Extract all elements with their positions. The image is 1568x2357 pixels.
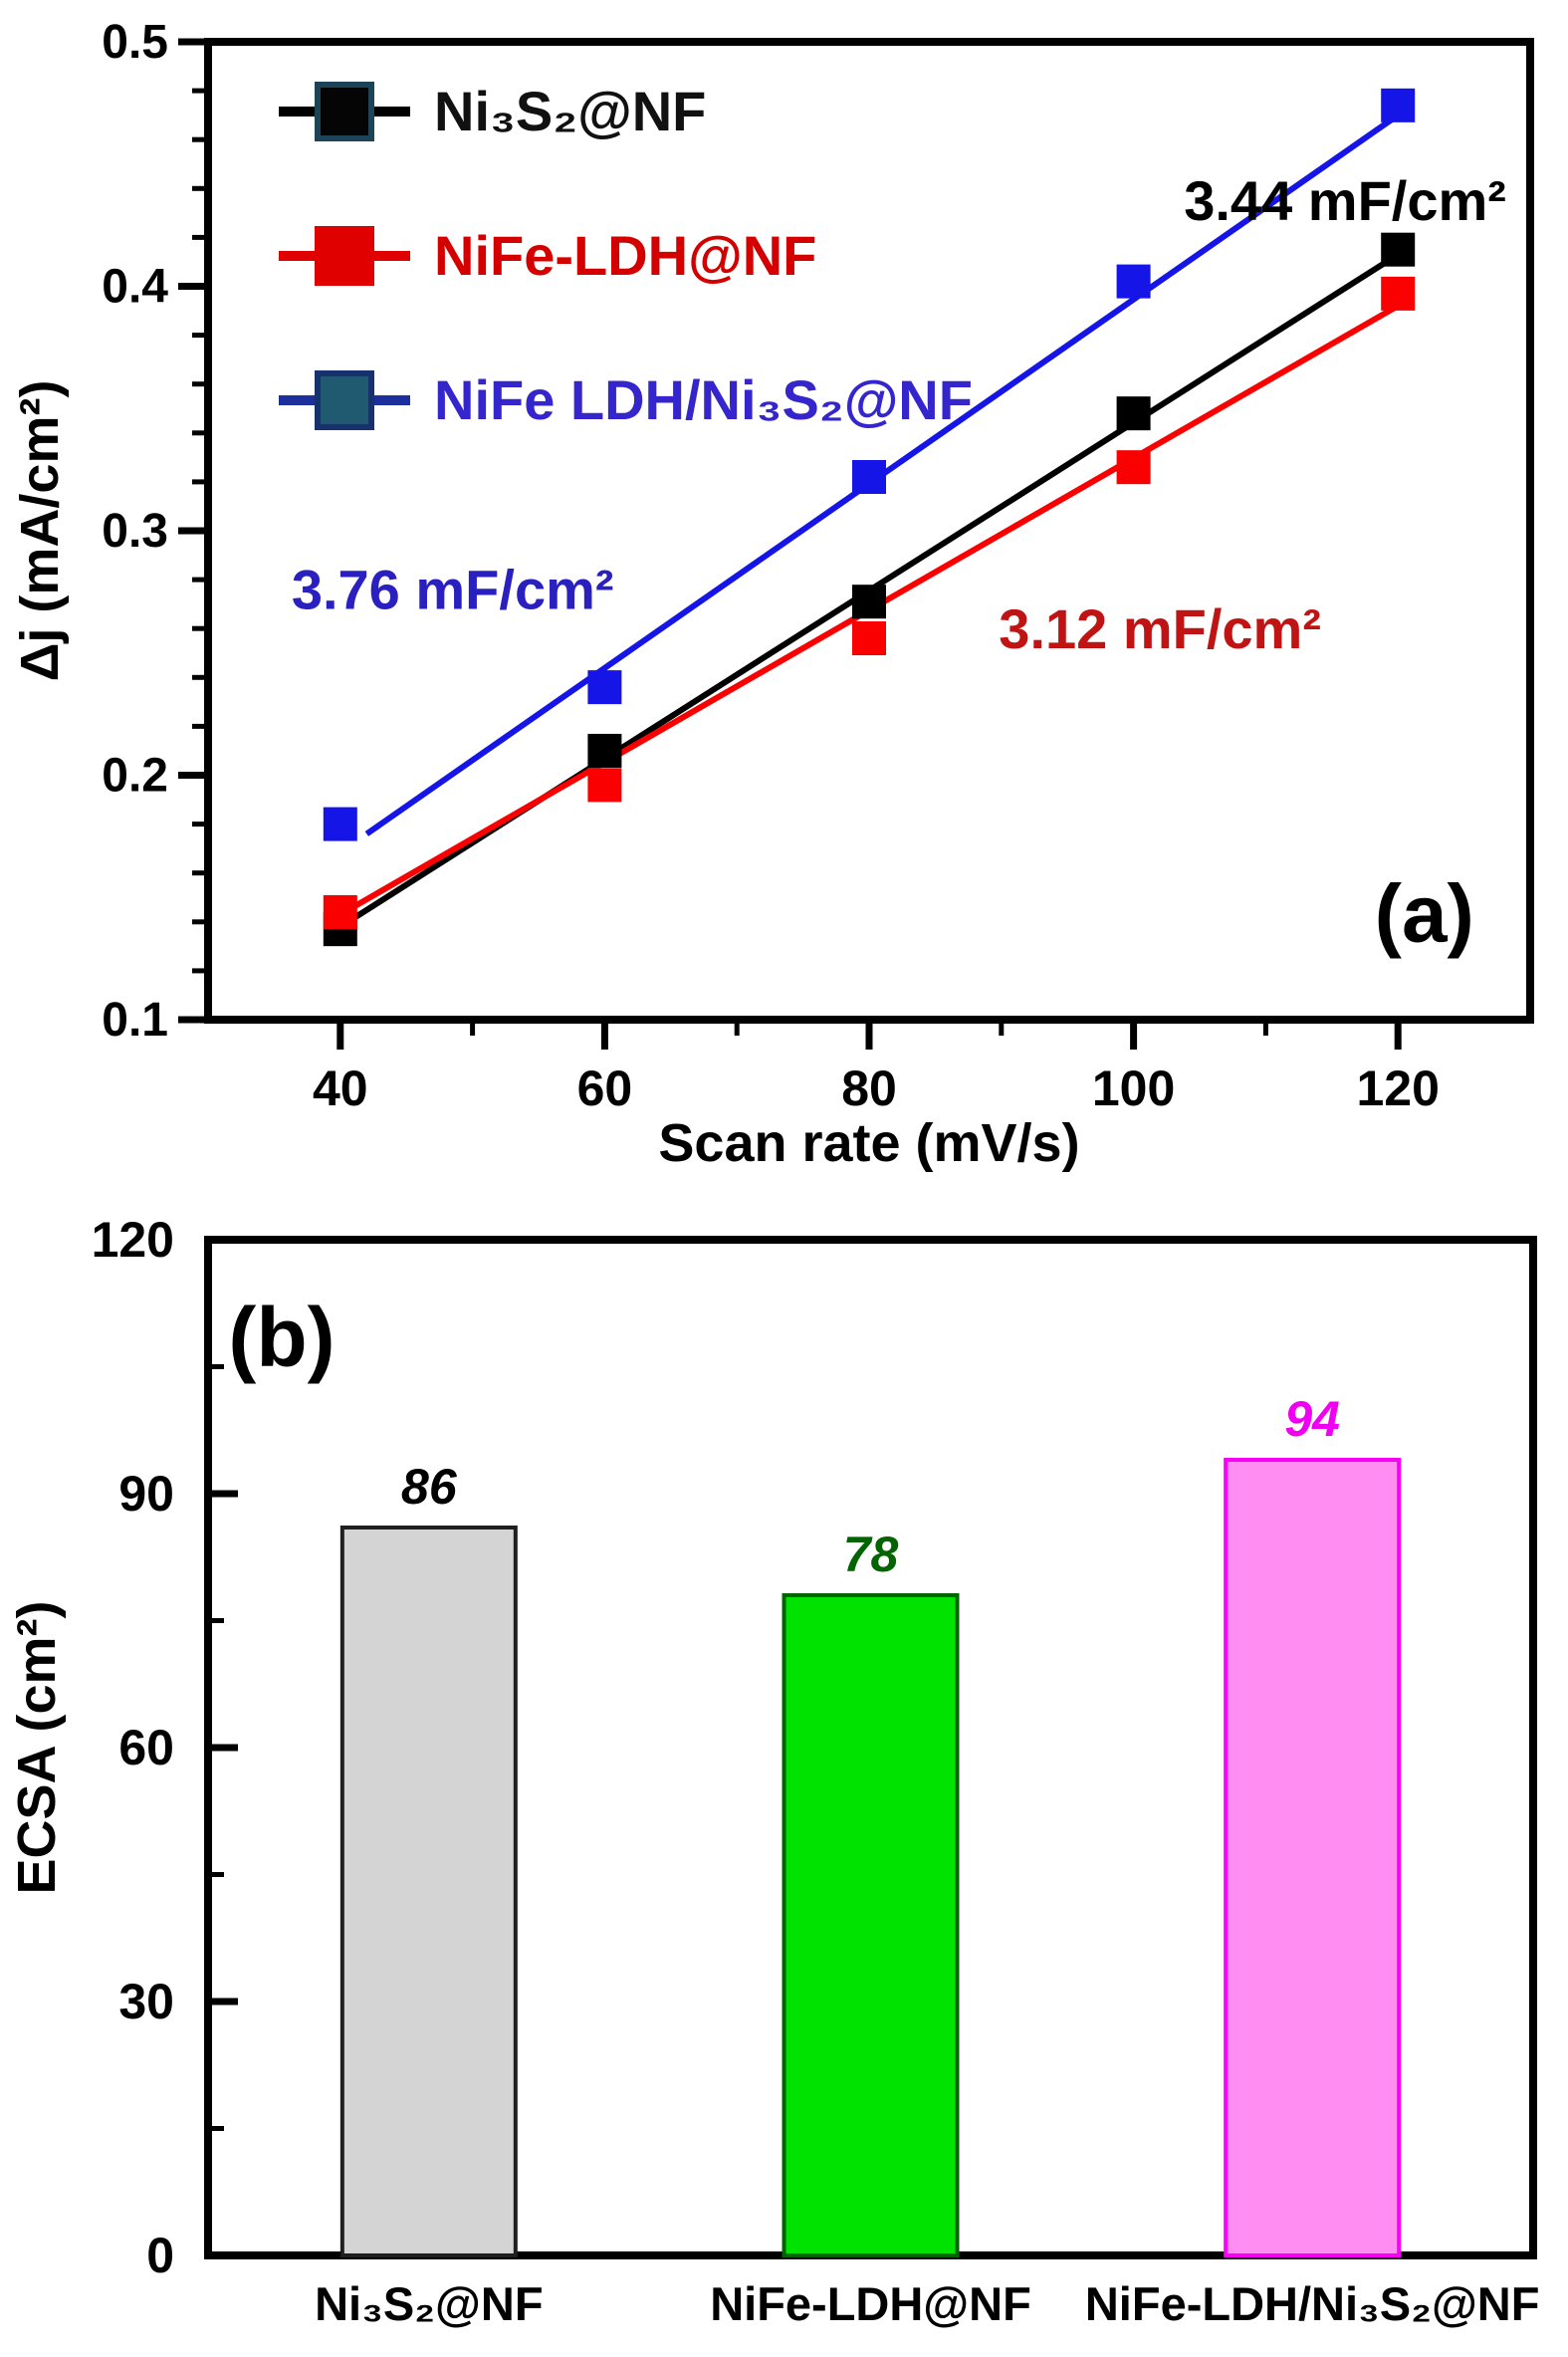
- bar-value-label: 78: [843, 1527, 899, 1582]
- bar-1: [782, 1593, 960, 2257]
- y-axis-tick-label: 0.5: [102, 16, 168, 69]
- y-axis-tick-label: 60: [118, 1720, 174, 1775]
- y-axis-title: ECSA (cm²): [7, 1600, 67, 1894]
- series-1-data-point: [1116, 450, 1151, 485]
- y-axis-tick-label: 0: [146, 2228, 174, 2283]
- y-axis-title: Δj (mA/cm²): [10, 380, 70, 682]
- x-axis-tick-label: 60: [577, 1061, 633, 1116]
- bar-0: [339, 1526, 518, 2257]
- legend-entry-label: Ni₃S₂@NF: [434, 80, 706, 142]
- series-1-data-point: [587, 768, 622, 803]
- bar-category-label: NiFe-LDH@NF: [710, 2277, 1031, 2330]
- y-axis-tick-label: 0.3: [102, 505, 168, 558]
- slope-annotation: 3.44 mF/cm²: [1184, 169, 1506, 232]
- x-axis-tick-label: 120: [1356, 1061, 1439, 1116]
- series-2-data-point: [1381, 88, 1416, 122]
- legend-marker-square: [315, 370, 374, 430]
- series-2-data-point: [323, 807, 357, 841]
- series-1-data-point: [1381, 276, 1416, 311]
- slope-annotation: 3.12 mF/cm²: [999, 597, 1321, 660]
- series-0-data-point: [587, 733, 622, 768]
- panel-a-capacitance-chart: 0.1 0.2 0.3 0.4 0.5 40 60 80 100 120 Scan rate (mV…: [10, 16, 1534, 1173]
- x-axis-tick-label: 100: [1092, 1061, 1175, 1116]
- bar-value-label: 86: [401, 1459, 458, 1515]
- slope-annotation: 3.76 mF/cm²: [292, 559, 614, 621]
- series-2-data-point: [587, 670, 622, 705]
- bar-2: [1224, 1458, 1402, 2257]
- series-0-data-point: [852, 585, 886, 619]
- bar-category-label: Ni₃S₂@NF: [315, 2277, 543, 2330]
- bar-category-label: NiFe-LDH/Ni₃S₂@NF: [1085, 2277, 1540, 2330]
- panel-b-ecsa-bar-chart: 0 30 60 90 120 ECSA (cm²) 86 Ni₃S₂@NF 78 NiFe-LDH…: [7, 1212, 1540, 2330]
- legend-marker-square: [315, 82, 374, 141]
- y-axis-tick-label: 90: [118, 1466, 174, 1522]
- series-1-data-point: [852, 621, 886, 656]
- y-axis-tick-label: 120: [92, 1212, 174, 1268]
- legend-entry-label: NiFe LDH/Ni₃S₂@NF: [434, 368, 973, 431]
- series-1-data-point: [323, 894, 357, 929]
- legend-entry-label: NiFe-LDH@NF: [434, 224, 816, 287]
- x-axis-title: Scan rate (mV/s): [658, 1113, 1079, 1173]
- x-axis-tick-label: 80: [841, 1061, 897, 1116]
- panel-b-letter: (b): [228, 1291, 335, 1384]
- y-axis-tick-label: 0.4: [102, 261, 168, 314]
- series-0-data-point: [1116, 396, 1151, 431]
- y-axis-tick-label: 0.2: [102, 750, 168, 803]
- x-axis-tick-label: 40: [313, 1061, 368, 1116]
- y-axis-tick-label: 0.1: [102, 994, 168, 1047]
- legend-marker-square: [315, 226, 374, 286]
- series-2-data-point: [852, 459, 886, 494]
- series-0-data-point: [1381, 232, 1416, 267]
- panel-a-letter: (a): [1375, 868, 1474, 959]
- bar-value-label: 94: [1284, 1391, 1340, 1447]
- y-axis-tick-label: 30: [118, 1974, 174, 2029]
- series-2-data-point: [1116, 264, 1151, 299]
